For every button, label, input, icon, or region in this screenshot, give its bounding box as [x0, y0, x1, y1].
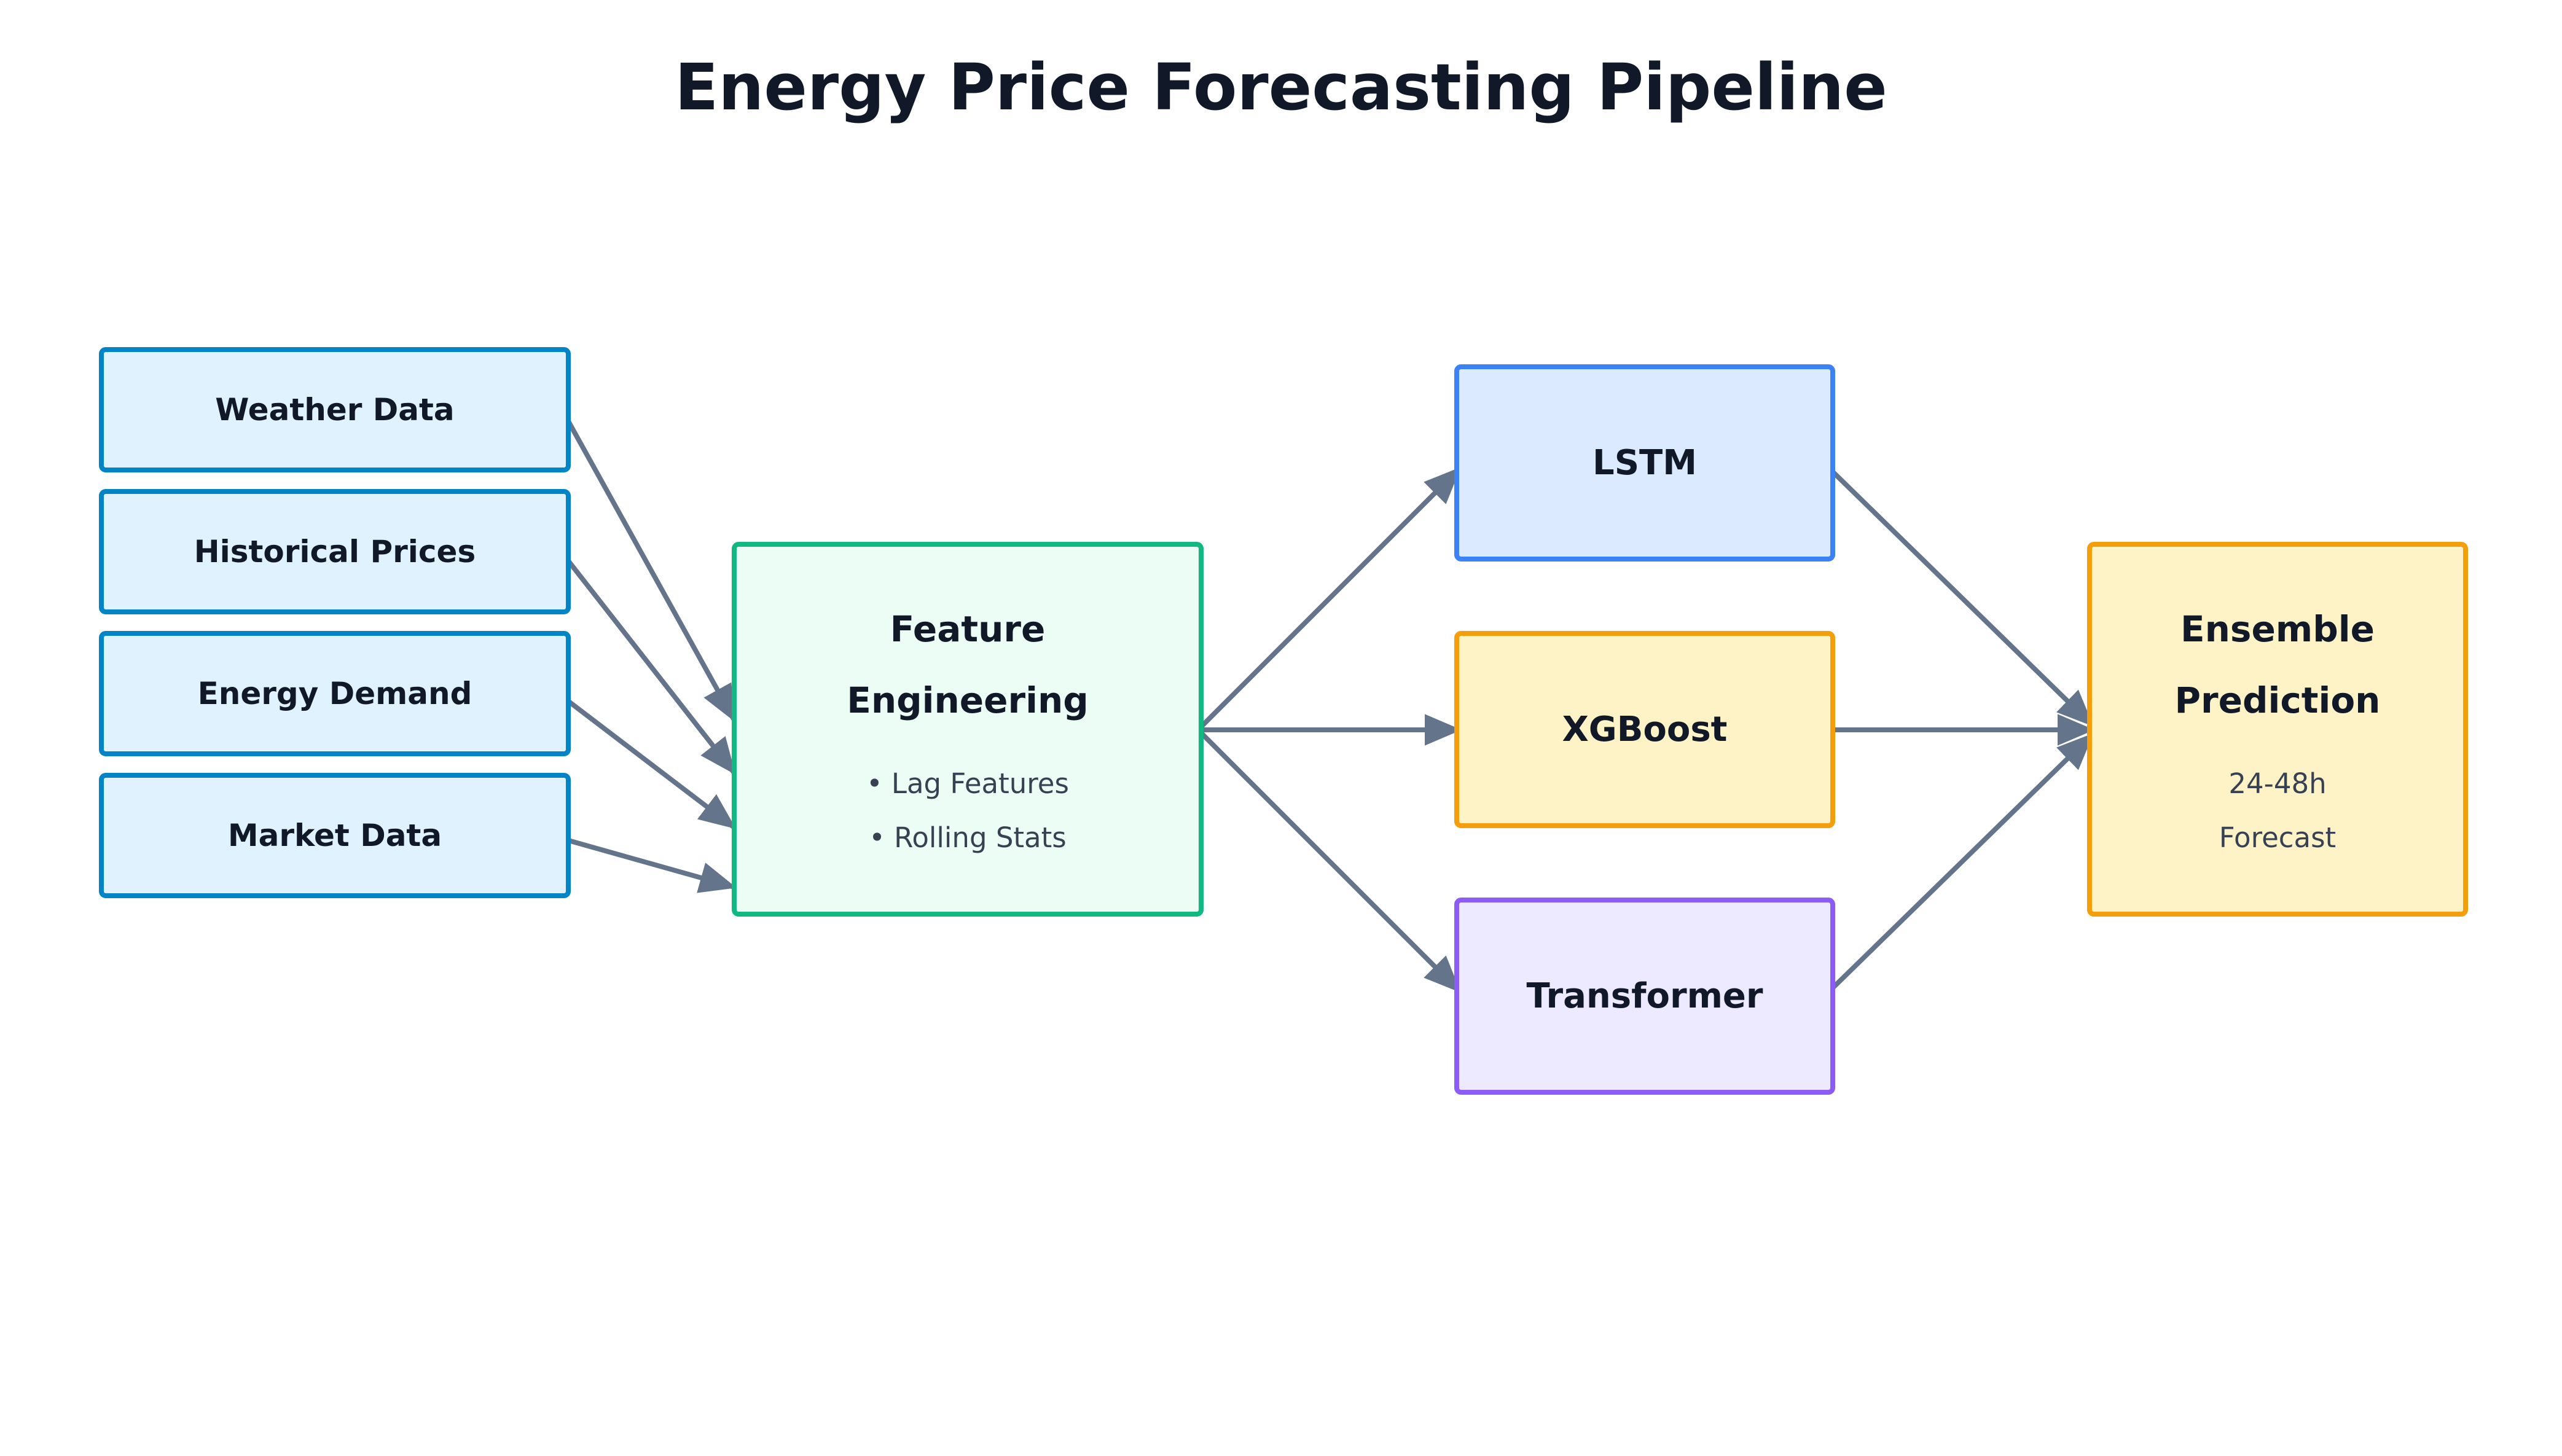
diagram-title: Energy Price Forecasting Pipeline: [675, 50, 1887, 125]
arrow-demand-to-feature: [562, 695, 737, 830]
source-energy-demand: Energy Demand: [99, 631, 571, 756]
arrow-lstm-to-ensemble: [1827, 466, 2094, 727]
model-label: Transformer: [1526, 976, 1763, 1016]
model-xgboost: XGBoost: [1454, 631, 1835, 828]
source-historical-prices: Historical Prices: [99, 489, 571, 614]
ensemble-title-line-2: Prediction: [2174, 679, 2381, 721]
source-label: Market Data: [227, 818, 442, 853]
feature-detail-rolling: • Rolling Stats: [869, 821, 1067, 854]
arrow-feature-to-transformer: [1196, 727, 1462, 993]
feature-title-line-2: Engineering: [847, 679, 1089, 721]
model-lstm: LSTM: [1454, 364, 1835, 562]
ensemble-detail-forecast: Forecast: [2219, 821, 2337, 854]
source-label: Historical Prices: [194, 534, 476, 569]
source-label: Energy Demand: [197, 676, 472, 711]
source-label: Weather Data: [215, 392, 455, 428]
model-transformer: Transformer: [1454, 898, 1835, 1095]
arrow-market-to-feature: [562, 837, 737, 893]
arrow-weather-to-feature: [562, 411, 737, 722]
ensemble-detail-horizon: 24-48h: [2228, 767, 2327, 800]
feature-engineering-box: Feature Engineering • Lag Features • Rol…: [732, 542, 1204, 917]
source-weather-data: Weather Data: [99, 347, 571, 472]
source-market-data: Market Data: [99, 773, 571, 898]
model-label: LSTM: [1592, 442, 1697, 483]
arrow-feature-to-lstm: [1196, 466, 1462, 732]
ensemble-prediction-box: Ensemble Prediction 24-48h Forecast: [2087, 542, 2468, 917]
feature-title-line-1: Feature: [890, 608, 1046, 650]
arrow-transformer-to-ensemble: [1827, 732, 2094, 993]
feature-detail-lag: • Lag Features: [866, 767, 1069, 800]
ensemble-title-line-1: Ensemble: [2180, 608, 2375, 650]
model-label: XGBoost: [1562, 709, 1728, 750]
arrow-historical-to-feature: [562, 553, 737, 775]
